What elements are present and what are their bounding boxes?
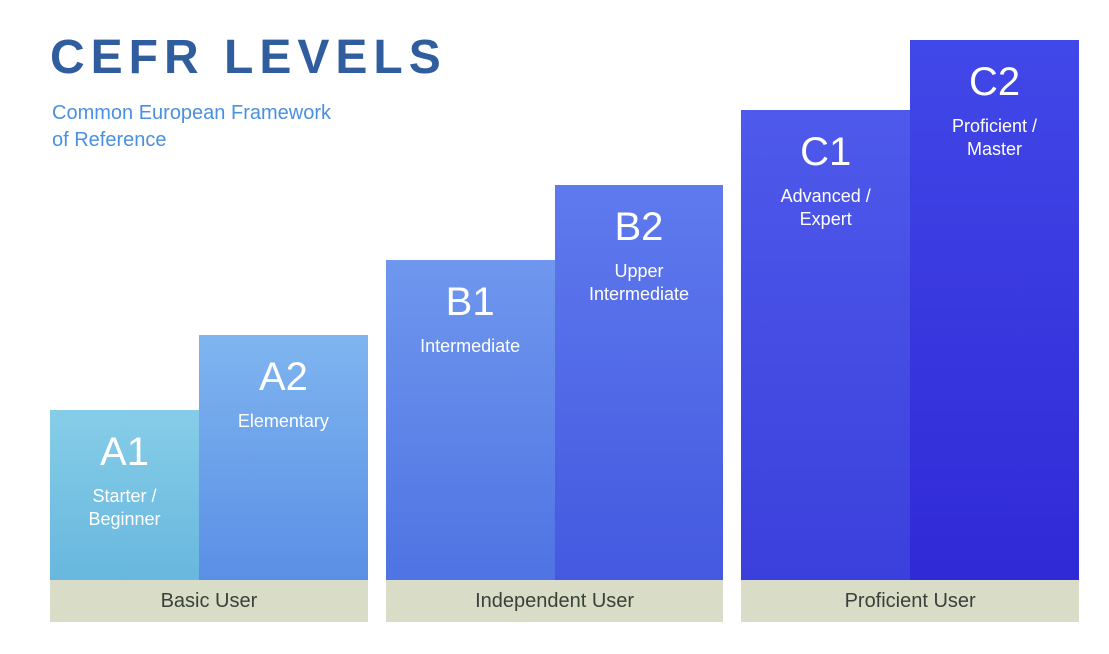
- bar-code: B2: [615, 205, 664, 250]
- bar-slot: B1 Intermediate: [386, 260, 555, 580]
- bar-a1: A1 Starter / Beginner: [50, 410, 199, 580]
- bar-b1: B1 Intermediate: [386, 260, 555, 580]
- bar-label: Elementary: [232, 410, 335, 433]
- group-band-gap: [723, 580, 741, 622]
- bar-label: Starter / Beginner: [82, 485, 166, 530]
- bar-code: B1: [446, 280, 495, 325]
- group-label: Basic User: [50, 580, 368, 622]
- bar-slot: A2 Elementary: [199, 335, 368, 580]
- bar-code: A2: [259, 355, 308, 400]
- group-band-gap: [368, 580, 386, 622]
- group-label: Independent User: [386, 580, 724, 622]
- bar-slot: C1 Advanced / Expert: [741, 110, 910, 580]
- bar-code: C1: [800, 130, 851, 175]
- bar-code: C2: [969, 60, 1020, 105]
- group-band: Basic User Independent User Proficient Use…: [50, 580, 1079, 622]
- bar-a2: A2 Elementary: [199, 335, 368, 580]
- group-label: Proficient User: [741, 580, 1079, 622]
- bars-row: A1 Starter / Beginner A2 Elementary B1 Interm…: [50, 40, 1079, 580]
- bar-slot: C2 Proficient / Master: [910, 40, 1079, 580]
- chart-area: A1 Starter / Beginner A2 Elementary B1 Interm…: [50, 40, 1079, 622]
- bar-label: Proficient / Master: [946, 115, 1043, 160]
- bar-code: A1: [100, 430, 149, 475]
- bar-c1: C1 Advanced / Expert: [741, 110, 910, 580]
- bar-label: Upper Intermediate: [583, 260, 695, 305]
- bar-c2: C2 Proficient / Master: [910, 40, 1079, 580]
- bar-label: Intermediate: [414, 335, 526, 358]
- bar-slot: B2 Upper Intermediate: [555, 185, 724, 580]
- bar-b2: B2 Upper Intermediate: [555, 185, 724, 580]
- bar-slot: A1 Starter / Beginner: [50, 410, 199, 580]
- cefr-infographic: CEFR LEVELS Common European Framework of…: [0, 0, 1109, 654]
- bar-label: Advanced / Expert: [775, 185, 877, 230]
